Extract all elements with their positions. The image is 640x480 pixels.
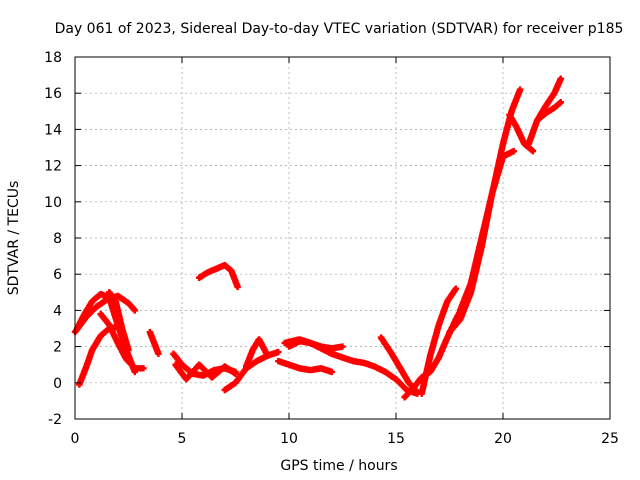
data-point-markers	[97, 310, 147, 372]
y-tick-label: 6	[53, 267, 62, 283]
data-point-markers	[534, 99, 564, 124]
data-point-markers	[195, 261, 241, 291]
y-axis-label: SDTVAR / TECUs	[6, 181, 22, 296]
y-tick-label: 2	[53, 340, 62, 356]
x-tick-label: 5	[178, 431, 187, 447]
data-point-markers	[243, 336, 271, 370]
data-series-track-5	[106, 289, 132, 354]
grid-lines	[75, 57, 610, 419]
y-tick-label: 14	[44, 122, 62, 138]
x-tick-label: 15	[387, 431, 405, 447]
data-point-markers	[457, 147, 517, 314]
data-series-track-11	[243, 336, 271, 370]
y-tick-label: 16	[44, 86, 62, 102]
y-tick-label: 8	[53, 231, 62, 247]
y-tick-label: 12	[44, 159, 62, 175]
y-tick-label: 10	[44, 195, 62, 211]
data-point-markers	[275, 357, 335, 376]
data-series-track-9	[195, 261, 241, 291]
data-point-markers	[106, 289, 132, 354]
chart-title: Day 061 of 2023, Sidereal Day-to-day VTE…	[55, 21, 624, 37]
data-series-track-14	[285, 338, 346, 352]
data-point-markers	[146, 328, 162, 358]
x-tick-label: 25	[601, 431, 619, 447]
data-series-group	[71, 75, 564, 401]
data-series-track-22	[534, 99, 564, 124]
data-series-track-8	[172, 361, 239, 383]
x-axis-label: GPS time / hours	[280, 458, 397, 474]
x-tick-label: 20	[494, 431, 512, 447]
x-tick-label: 10	[280, 431, 298, 447]
data-series-track-6	[146, 328, 162, 358]
data-series-track-19	[457, 147, 517, 314]
y-tick-label: 0	[53, 376, 62, 392]
data-point-markers	[418, 285, 460, 397]
data-series-track-13	[275, 357, 335, 376]
y-tick-label: 18	[44, 50, 62, 66]
data-series-track-4	[97, 310, 147, 372]
data-point-markers	[172, 361, 239, 383]
data-series-track-17	[418, 285, 460, 397]
data-point-markers	[285, 338, 346, 352]
y-tick-label: -2	[48, 412, 62, 428]
y-tick-label: 4	[53, 303, 62, 319]
axes: 0 5 10 15 20 25 -2 0 2 4 6 8 10 12 14 16 18	[44, 50, 619, 447]
x-tick-label: 0	[71, 431, 80, 447]
